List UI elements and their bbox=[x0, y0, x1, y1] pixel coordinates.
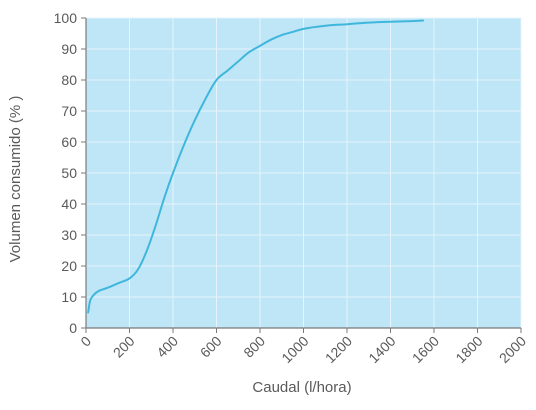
x-tick-label: 1800 bbox=[452, 333, 485, 366]
y-tick-label: 70 bbox=[61, 103, 77, 119]
x-tick-label: 2000 bbox=[496, 333, 529, 366]
y-tick-label: 80 bbox=[61, 72, 77, 88]
x-tick-label: 1200 bbox=[322, 333, 355, 366]
y-tick-label: 10 bbox=[61, 289, 77, 305]
x-tick-label: 0 bbox=[77, 333, 94, 350]
x-tick-label: 1600 bbox=[409, 333, 442, 366]
y-tick-label: 60 bbox=[61, 134, 77, 150]
y-axis-title: Volumen consumido (% ) bbox=[7, 96, 24, 263]
x-tick-label: 400 bbox=[153, 333, 181, 361]
y-tick-label: 0 bbox=[69, 320, 77, 336]
x-tick-label: 200 bbox=[110, 333, 138, 361]
x-tick-label: 800 bbox=[240, 333, 268, 361]
y-tick-label: 100 bbox=[54, 10, 78, 26]
y-tick-label: 50 bbox=[61, 165, 77, 181]
y-tick-label: 90 bbox=[61, 41, 77, 57]
x-tick-label: 1400 bbox=[365, 333, 398, 366]
y-tick-label: 20 bbox=[61, 258, 77, 274]
y-tick-label: 40 bbox=[61, 196, 77, 212]
x-axis-title: Caudal (l/hora) bbox=[252, 379, 351, 396]
x-tick-label: 600 bbox=[197, 333, 225, 361]
y-tick-label: 30 bbox=[61, 227, 77, 243]
x-tick-label: 1000 bbox=[278, 333, 311, 366]
